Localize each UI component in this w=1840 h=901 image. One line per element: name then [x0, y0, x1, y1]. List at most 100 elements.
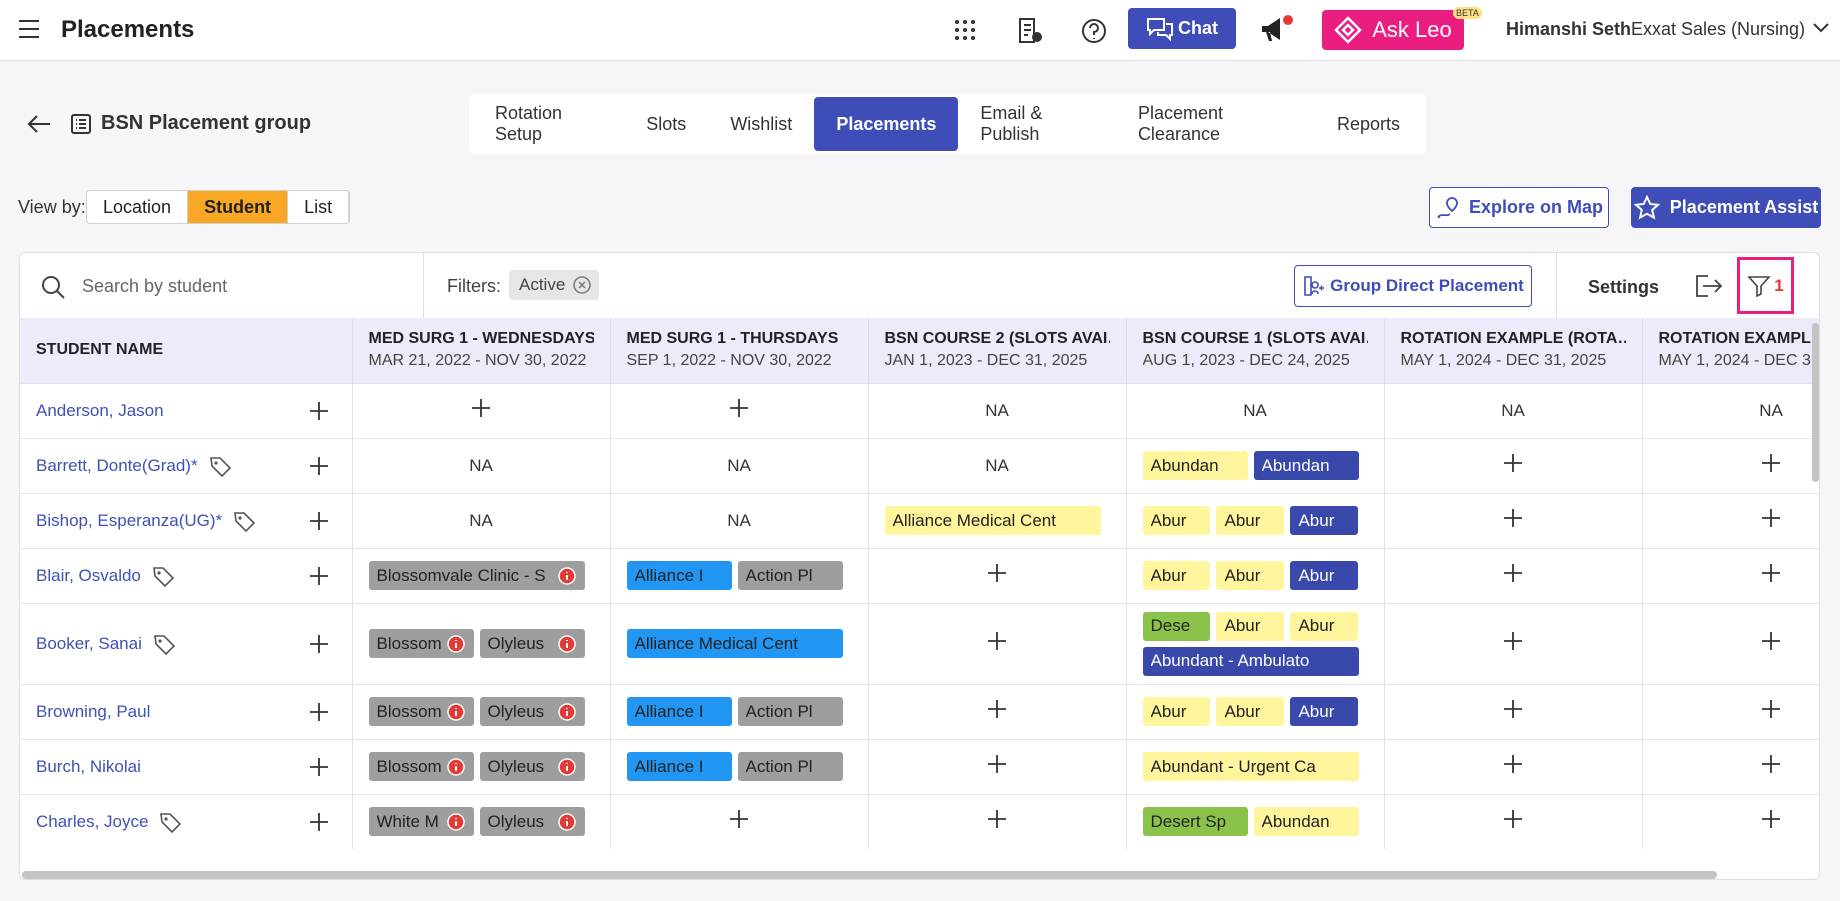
- tasks-icon[interactable]: [1016, 17, 1044, 45]
- filter-chip[interactable]: Active: [509, 270, 600, 300]
- add-icon[interactable]: [1502, 452, 1524, 474]
- placement-chip[interactable]: Olyleus: [479, 629, 585, 658]
- add-icon[interactable]: [308, 455, 330, 477]
- add-icon[interactable]: [308, 811, 330, 833]
- placement-chip[interactable]: Olyleus: [479, 807, 585, 837]
- filter-button[interactable]: 1: [1737, 257, 1794, 314]
- placement-chip[interactable]: Alliance I: [626, 752, 732, 781]
- placement-chip[interactable]: Alliance I: [626, 561, 732, 590]
- back-button[interactable]: [26, 113, 52, 135]
- add-icon[interactable]: [986, 630, 1008, 652]
- add-icon[interactable]: [728, 808, 750, 830]
- add-icon[interactable]: [308, 633, 330, 655]
- placement-chip[interactable]: Abur: [1142, 506, 1211, 535]
- placement-chip[interactable]: Abundant - Urgent Ca: [1142, 752, 1359, 781]
- add-icon[interactable]: [1502, 698, 1524, 720]
- placement-chip[interactable]: Abur: [1290, 611, 1359, 641]
- add-icon[interactable]: [308, 400, 330, 422]
- help-icon[interactable]: [1080, 17, 1108, 45]
- placement-chip[interactable]: Abur: [1142, 561, 1211, 590]
- tab[interactable]: Placements: [814, 97, 959, 151]
- placement-chip[interactable]: Blossom: [368, 752, 474, 781]
- add-icon[interactable]: [986, 808, 1008, 830]
- placement-chip[interactable]: Alliance Medical Cent: [626, 629, 843, 658]
- placement-chip[interactable]: Action Pl: [737, 752, 843, 781]
- placement-chip[interactable]: Abur: [1216, 697, 1285, 726]
- horizontal-scrollbar[interactable]: [22, 871, 1717, 879]
- ask-leo-button[interactable]: Ask Leo: [1322, 10, 1464, 50]
- student-name[interactable]: Bishop, Esperanza(UG)*: [36, 510, 223, 530]
- placement-chip[interactable]: Action Pl: [737, 561, 843, 590]
- add-icon[interactable]: [308, 510, 330, 532]
- group-direct-placement-button[interactable]: Group Direct Placement: [1294, 265, 1532, 307]
- placement-chip[interactable]: Abundant - Ambulato: [1142, 646, 1359, 676]
- add-icon[interactable]: [986, 562, 1008, 584]
- placement-chip[interactable]: Abur: [1290, 561, 1359, 590]
- apps-icon[interactable]: [954, 19, 976, 41]
- vertical-scrollbar[interactable]: [1812, 323, 1819, 482]
- placement-chip[interactable]: Blossomvale Clinic - S: [368, 561, 585, 590]
- student-name[interactable]: Booker, Sanai: [36, 633, 142, 653]
- add-icon[interactable]: [1502, 808, 1524, 830]
- add-icon[interactable]: [728, 397, 750, 419]
- tab[interactable]: Wishlist: [730, 113, 793, 134]
- placement-chip[interactable]: Alliance I: [626, 697, 732, 726]
- chat-button[interactable]: Chat: [1128, 8, 1236, 49]
- placement-chip[interactable]: Abundan: [1253, 451, 1359, 480]
- placement-chip[interactable]: Abur: [1216, 561, 1285, 590]
- add-icon[interactable]: [1760, 753, 1782, 775]
- placement-chip[interactable]: White M: [368, 807, 474, 837]
- menu-icon[interactable]: [17, 18, 41, 40]
- placement-chip[interactable]: Olyleus: [479, 697, 585, 726]
- add-icon[interactable]: [1760, 808, 1782, 830]
- placement-chip[interactable]: Alliance Medical Cent: [884, 506, 1101, 535]
- search-input[interactable]: Search by student: [82, 276, 228, 296]
- add-icon[interactable]: [1502, 753, 1524, 775]
- announcements-icon[interactable]: [1258, 14, 1294, 46]
- placement-chip[interactable]: Abur: [1142, 697, 1211, 726]
- placement-chip[interactable]: Abundan: [1142, 451, 1248, 480]
- placement-chip[interactable]: Blossom: [368, 697, 474, 726]
- placement-chip[interactable]: Desert Sp: [1142, 807, 1248, 837]
- add-icon[interactable]: [1760, 562, 1782, 584]
- add-icon[interactable]: [308, 701, 330, 723]
- add-icon[interactable]: [1760, 630, 1782, 652]
- add-icon[interactable]: [1760, 698, 1782, 720]
- settings-link[interactable]: Settings: [1588, 277, 1660, 297]
- add-icon[interactable]: [1502, 562, 1524, 584]
- student-name[interactable]: Anderson, Jason: [36, 400, 164, 420]
- student-name[interactable]: Burch, Nikolai: [36, 756, 141, 776]
- view-option[interactable]: Location: [87, 191, 189, 223]
- add-icon[interactable]: [308, 565, 330, 587]
- placement-chip[interactable]: Abundan: [1253, 807, 1359, 837]
- placement-chip[interactable]: Olyleus: [479, 752, 585, 781]
- placement-chip[interactable]: Dese: [1142, 611, 1211, 641]
- placement-chip[interactable]: Blossom: [368, 629, 474, 658]
- add-icon[interactable]: [986, 753, 1008, 775]
- add-icon[interactable]: [1760, 452, 1782, 474]
- tab[interactable]: Rotation Setup: [495, 103, 563, 144]
- add-icon[interactable]: [1760, 507, 1782, 529]
- remove-filter-icon[interactable]: [571, 274, 593, 296]
- view-option[interactable]: List: [288, 191, 350, 223]
- placement-chip[interactable]: Abur: [1216, 506, 1285, 535]
- account-chevron[interactable]: [1812, 22, 1830, 34]
- student-name[interactable]: Charles, Joyce: [36, 811, 149, 831]
- explore-map-button[interactable]: Explore on Map: [1429, 187, 1609, 228]
- student-name[interactable]: Blair, Osvaldo: [36, 565, 141, 585]
- placement-chip[interactable]: Abur: [1290, 697, 1359, 726]
- tab[interactable]: Email & Publish: [980, 103, 1043, 144]
- add-icon[interactable]: [1502, 630, 1524, 652]
- add-icon[interactable]: [986, 698, 1008, 720]
- student-name[interactable]: Barrett, Donte(Grad)*: [36, 455, 198, 475]
- placement-chip[interactable]: Abur: [1216, 611, 1285, 641]
- placement-chip[interactable]: Abur: [1290, 506, 1359, 535]
- add-icon[interactable]: [1502, 507, 1524, 529]
- placement-assist-button[interactable]: Placement Assist: [1631, 187, 1821, 228]
- tab[interactable]: Placement Clearance: [1137, 103, 1223, 144]
- view-option[interactable]: Student: [188, 191, 289, 223]
- add-icon[interactable]: [470, 397, 492, 419]
- export-icon[interactable]: [1693, 272, 1723, 300]
- add-icon[interactable]: [308, 756, 330, 778]
- student-name[interactable]: Browning, Paul: [36, 701, 151, 721]
